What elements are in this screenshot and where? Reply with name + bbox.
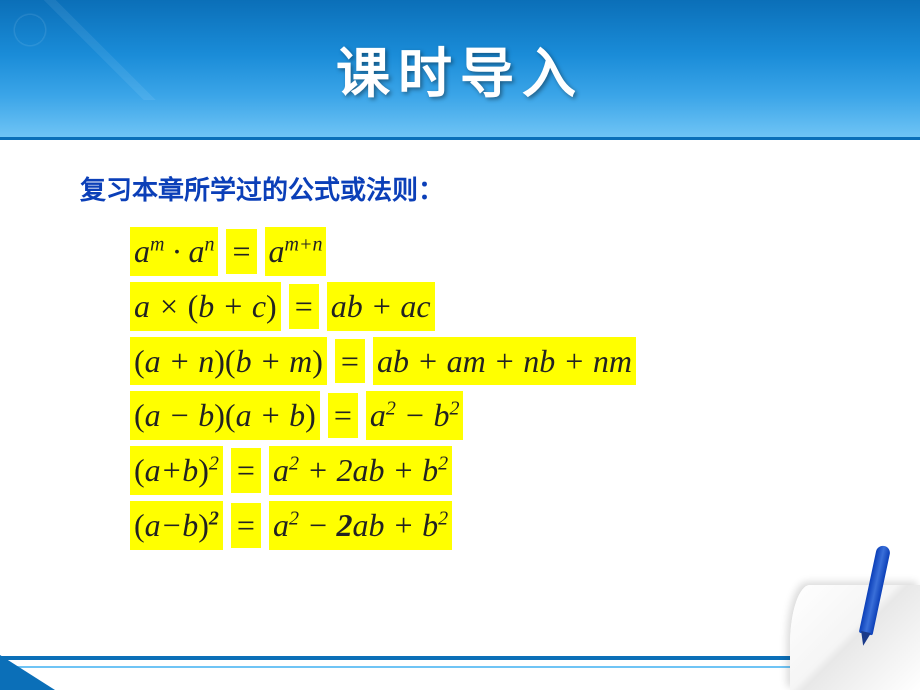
review-subtitle: 复习本章所学过的公式或法则： [80,170,850,207]
formula-lhs: (a + n)(b + m) [130,337,327,386]
page-curl-icon [790,585,920,690]
equals-sign: = [226,229,256,274]
footer-decoration [0,630,920,690]
equals-sign: = [328,393,358,438]
formula-rhs: a2 − b2 [366,391,464,440]
formula-rhs: a2 − 2ab + b2 [269,501,452,550]
formula-lhs: (a+b)2 [130,446,223,495]
formula-rhs: ab + ac [327,282,435,331]
footer-line-thick [0,656,920,660]
footer-line-thin [0,666,920,668]
equals-sign: = [289,284,319,329]
formula-lhs: a × (b + c) [130,282,281,331]
formula-rhs: ab + am + nb + nm [373,337,636,386]
formula-row: (a + n)(b + m) = ab + am + nb + nm [130,337,850,386]
formula-row: a × (b + c) = ab + ac [130,282,850,331]
formula-row: am · an = am+n [130,227,850,276]
formula-lhs: am · an [130,227,218,276]
formula-rhs: am+n [265,227,327,276]
formula-rhs: a2 + 2ab + b2 [269,446,452,495]
formula-lhs: (a−b)2 [130,501,223,550]
equals-sign: = [231,448,261,493]
formula-lhs: (a − b)(a + b) [130,391,320,440]
slide-header: 课时导入 [0,0,920,140]
slide-content: 复习本章所学过的公式或法则： am · an = am+n a × (b + c)… [0,140,920,576]
formula-row: (a+b)2 = a2 + 2ab + b2 [130,446,850,495]
slide-title: 课时导入 [336,29,584,108]
equals-sign: = [231,503,261,548]
formula-row: (a−b)2 = a2 − 2ab + b2 [130,501,850,550]
equals-sign: = [335,339,365,384]
formula-row: (a − b)(a + b) = a2 − b2 [130,391,850,440]
formula-list: am · an = am+na × (b + c) = ab + ac(a + … [80,227,850,550]
corner-triangle-icon [0,655,55,690]
